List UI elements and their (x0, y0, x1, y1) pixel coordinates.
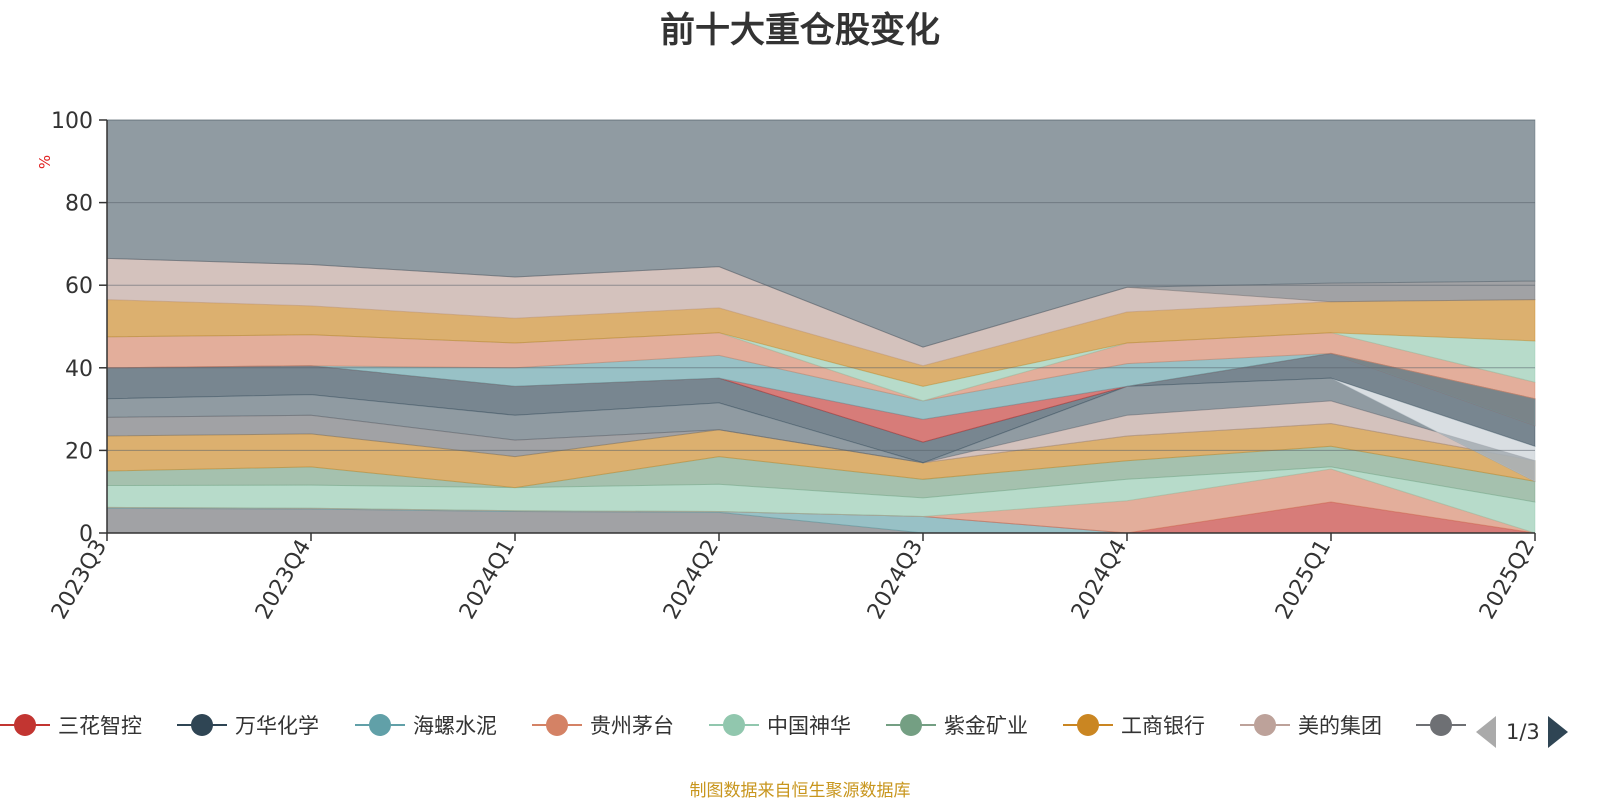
x-tick-label: 2025Q1 (1271, 536, 1336, 624)
legend-marker-icon (177, 712, 227, 738)
y-axis-label: % (36, 155, 54, 169)
grid-lines (107, 119, 1535, 451)
legend-item[interactable]: 美的集团 (1240, 700, 1382, 750)
y-tick-label: 60 (65, 274, 93, 299)
area-band-6 (106, 445, 1536, 503)
legend-label: 三花智控 (58, 714, 142, 738)
chart-title: 前十大重仓股变化 (659, 11, 940, 51)
legend-label: 美的集团 (1298, 714, 1382, 738)
data-source-note: 制图数据来自恒生聚源数据库 (689, 781, 911, 801)
legend-label: 工商银行 (1121, 714, 1205, 738)
legend-item[interactable]: 中国神华 (709, 700, 851, 750)
legend-item[interactable]: 紫金矿业 (886, 700, 1028, 750)
legend-marker-icon (886, 712, 936, 738)
y-tick-label: 100 (51, 109, 93, 134)
legend-marker-icon (1240, 712, 1290, 738)
legend-marker-icon (1063, 712, 1113, 738)
legend-item[interactable]: 工商银行 (1063, 700, 1205, 750)
legend-label: 中国神华 (767, 714, 851, 738)
legend-pager: 1/3 (1472, 712, 1600, 752)
legend-marker-icon (1416, 712, 1466, 738)
area-bands (106, 119, 1536, 534)
y-tick-label: 0 (79, 522, 93, 547)
legend-marker-icon (0, 712, 50, 738)
legend-next-page-button[interactable] (1547, 716, 1568, 748)
x-tick-label: 2023Q4 (251, 536, 316, 624)
legend-label: 贵州茅台 (590, 714, 674, 738)
legend-prev-page-button[interactable] (1476, 716, 1496, 748)
legend-item[interactable]: 海螺水泥 (355, 700, 497, 750)
legend-page-indicator: 1/3 (1506, 720, 1540, 744)
legend-label: 万华化学 (235, 714, 319, 738)
legend-marker-icon (355, 712, 405, 738)
legend-marker-icon (532, 712, 582, 738)
x-tick-label: 2024Q4 (1067, 536, 1132, 624)
legend-item[interactable]: 万华化学 (177, 700, 319, 750)
x-tick-label: 2024Q3 (863, 536, 928, 624)
y-tick-label: 20 (65, 439, 93, 464)
y-tick-label: 80 (65, 192, 93, 217)
legend-label: 紫金矿业 (944, 714, 1028, 738)
legend-marker-icon (709, 712, 759, 738)
legend: 三花智控 万华化学 海螺水泥 贵州茅台 中国神华 紫金矿业 工商银行 美的集团 中 (0, 700, 1470, 750)
legend-item[interactable]: 贵州茅台 (532, 700, 674, 750)
y-tick-label: 40 (65, 357, 93, 382)
legend-item[interactable]: 中 (1416, 700, 1470, 750)
legend-item[interactable]: 三花智控 (0, 700, 142, 750)
stacked-area-chart: 0 20 40 60 80 100 2023Q3 2023Q4 2024Q1 2024Q2 2024… (36, 109, 1540, 624)
x-tick-label: 2025Q2 (1475, 536, 1540, 624)
legend-label: 海螺水泥 (413, 714, 497, 738)
x-tick-label: 2024Q1 (455, 536, 520, 624)
x-tick-label: 2023Q3 (47, 536, 112, 624)
x-tick-label: 2024Q2 (659, 536, 724, 624)
